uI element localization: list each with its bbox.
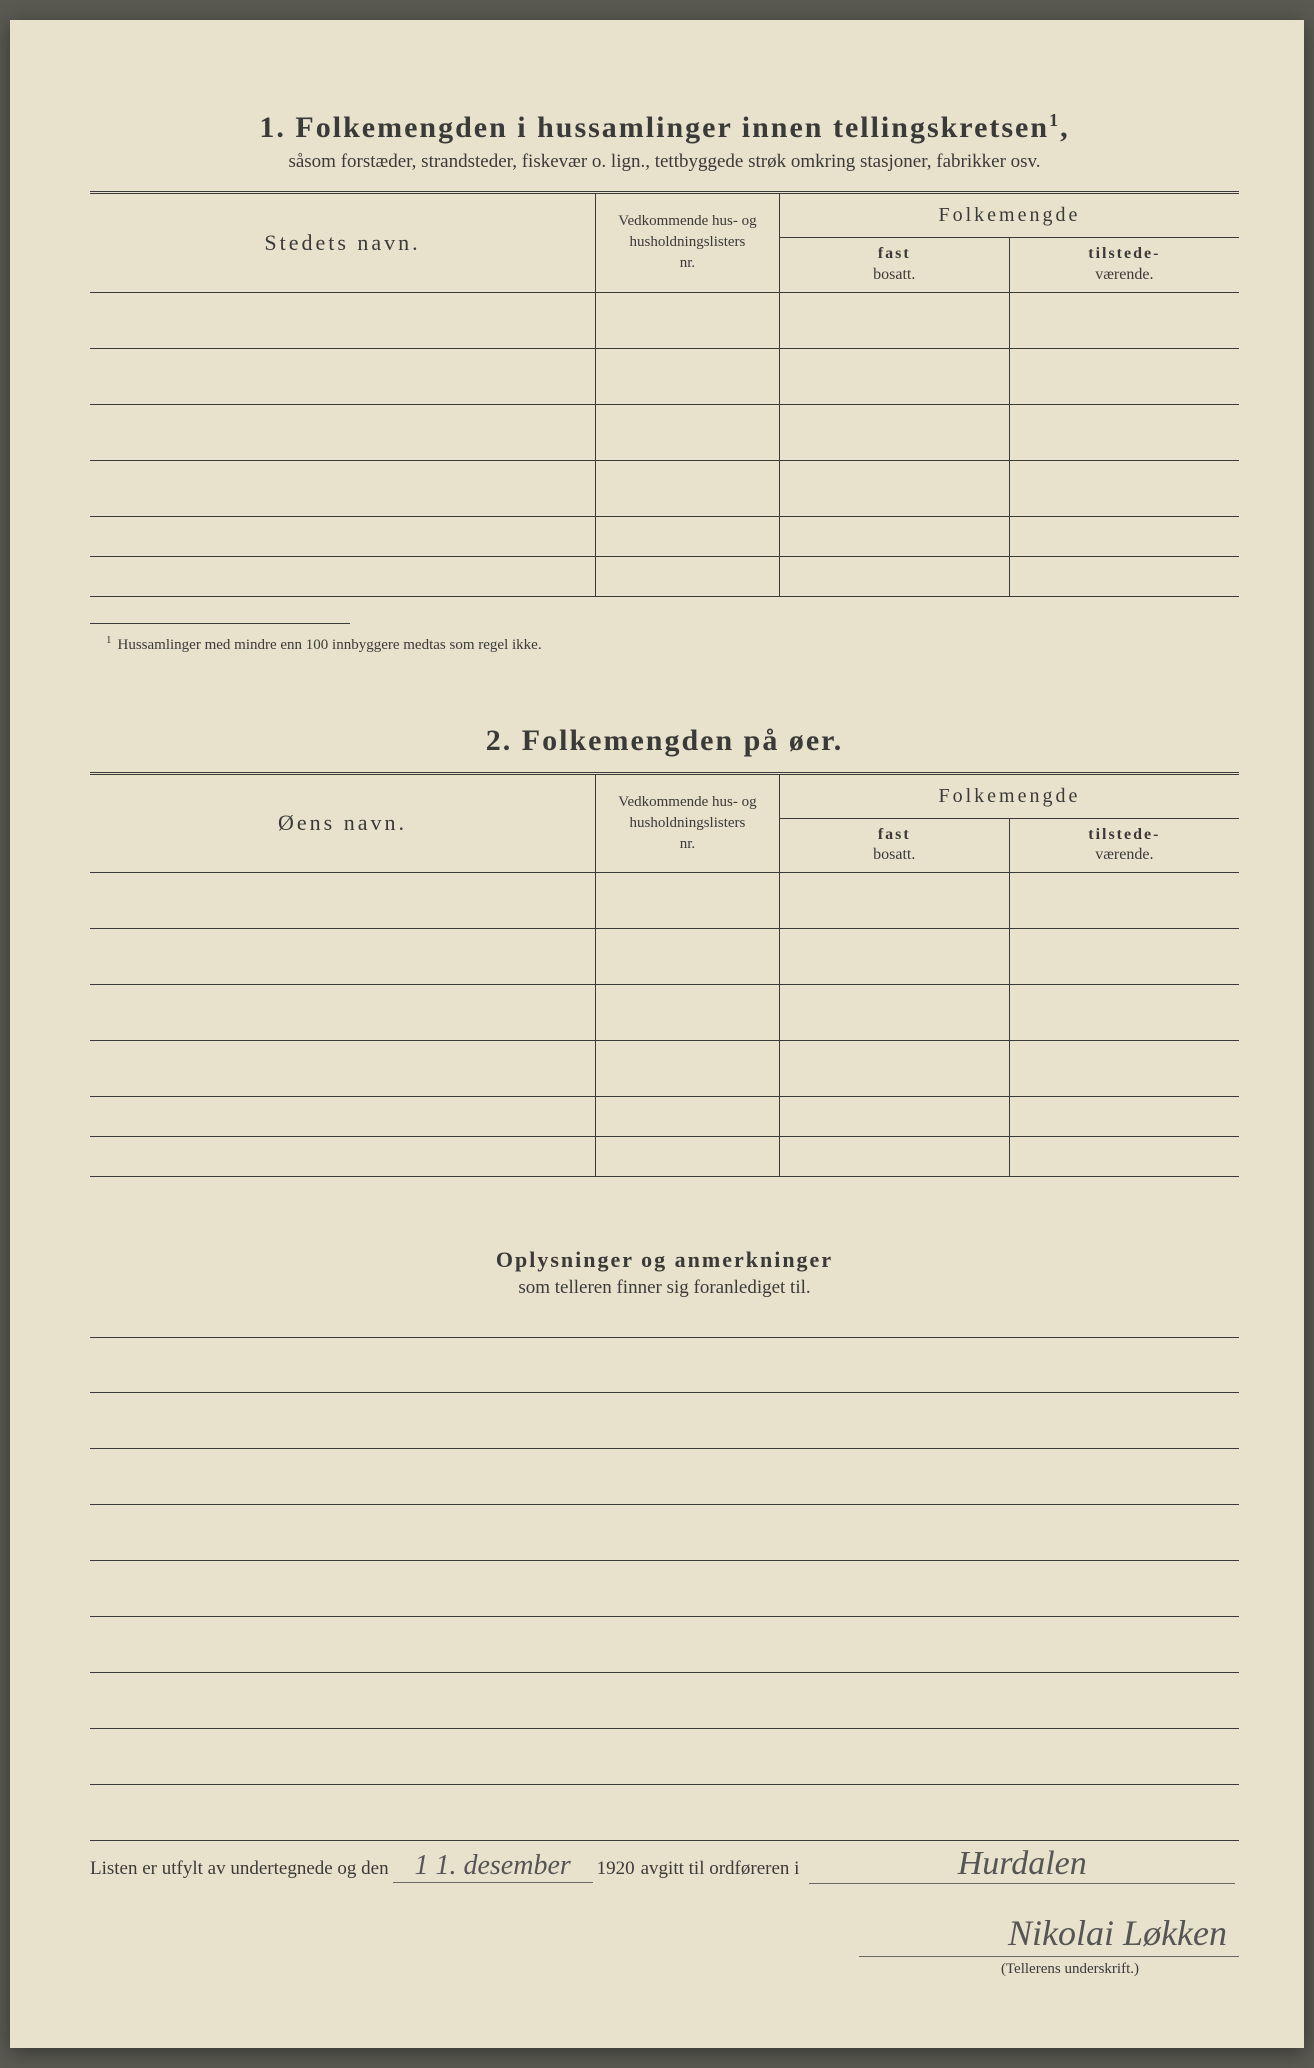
sig-year: 1920: [597, 1858, 635, 1880]
note-line: [90, 1729, 1239, 1785]
note-line: [90, 1505, 1239, 1561]
census-form-page: 1. Folkemengden i hussamlinger innen tel…: [10, 20, 1304, 2048]
table-2: Øens navn. Vedkommende hus- og husholdni…: [90, 772, 1239, 1178]
signature-line: Listen er utfylt av undertegnede og den …: [90, 1845, 1239, 1884]
sig-place-handwritten: Hurdalen: [809, 1845, 1235, 1884]
sig-caption: (Tellerens underskrift.): [90, 1961, 1239, 1978]
section-1-subtitle: såsom forstæder, strandsteder, fiskevær …: [90, 151, 1239, 173]
sig-date-handwritten: 1 1. desember: [393, 1850, 593, 1883]
sig-prefix: Listen er utfylt av undertegnede og den: [90, 1858, 389, 1880]
col-ref-2: Vedkommende hus- og husholdningslisters …: [596, 773, 780, 873]
table-row: [90, 1041, 1239, 1097]
table-row: [90, 1137, 1239, 1177]
notes-title: Oplysninger og anmerkninger: [90, 1247, 1239, 1273]
table-row: [90, 556, 1239, 596]
note-line: [90, 1393, 1239, 1449]
col-stedets-navn: Stedets navn.: [90, 193, 596, 293]
table-row: [90, 985, 1239, 1041]
note-line: [90, 1449, 1239, 1505]
note-line: [90, 1785, 1239, 1841]
table-row: [90, 516, 1239, 556]
note-line: [90, 1617, 1239, 1673]
footnote-1: 1Hussamlinger med mindre enn 100 innbygg…: [90, 634, 1239, 654]
notes-subtitle: som telleren finner sig foranlediget til…: [90, 1277, 1239, 1299]
col-tilstede: tilstede-værende.: [1009, 238, 1239, 293]
note-line: [90, 1337, 1239, 1393]
col-tilstede-2: tilstede-værende.: [1009, 818, 1239, 873]
footnote-rule: [90, 623, 350, 624]
sig-name-handwritten: Nikolai Løkken: [859, 1912, 1239, 1957]
table-row: [90, 404, 1239, 460]
table-1: Stedets navn. Vedkommende hus- og hushol…: [90, 191, 1239, 597]
col-fast-bosatt: fastbosatt.: [779, 238, 1009, 293]
sig-mid: avgitt til ordføreren i: [641, 1858, 800, 1880]
section-1: 1. Folkemengden i hussamlinger innen tel…: [90, 110, 1239, 654]
table-row: [90, 292, 1239, 348]
table-row: [90, 873, 1239, 929]
section-2: 2. Folkemengden på øer. Øens navn. Vedko…: [90, 724, 1239, 1178]
table-row: [90, 460, 1239, 516]
note-line: [90, 1561, 1239, 1617]
signature-area: Listen er utfylt av undertegnede og den …: [90, 1845, 1239, 1978]
col-folkemengde-2: Folkemengde: [779, 773, 1239, 818]
col-folkemengde: Folkemengde: [779, 193, 1239, 238]
table-row: [90, 348, 1239, 404]
col-ref: Vedkommende hus- og husholdningslisters …: [596, 193, 780, 293]
col-oens-navn: Øens navn.: [90, 773, 596, 873]
section-1-title: 1. Folkemengden i hussamlinger innen tel…: [90, 110, 1239, 145]
col-fast-bosatt-2: fastbosatt.: [779, 818, 1009, 873]
section-3: Oplysninger og anmerkninger som telleren…: [90, 1247, 1239, 1841]
table-row: [90, 1097, 1239, 1137]
note-line: [90, 1673, 1239, 1729]
section-2-title: 2. Folkemengden på øer.: [90, 724, 1239, 758]
table-row: [90, 929, 1239, 985]
